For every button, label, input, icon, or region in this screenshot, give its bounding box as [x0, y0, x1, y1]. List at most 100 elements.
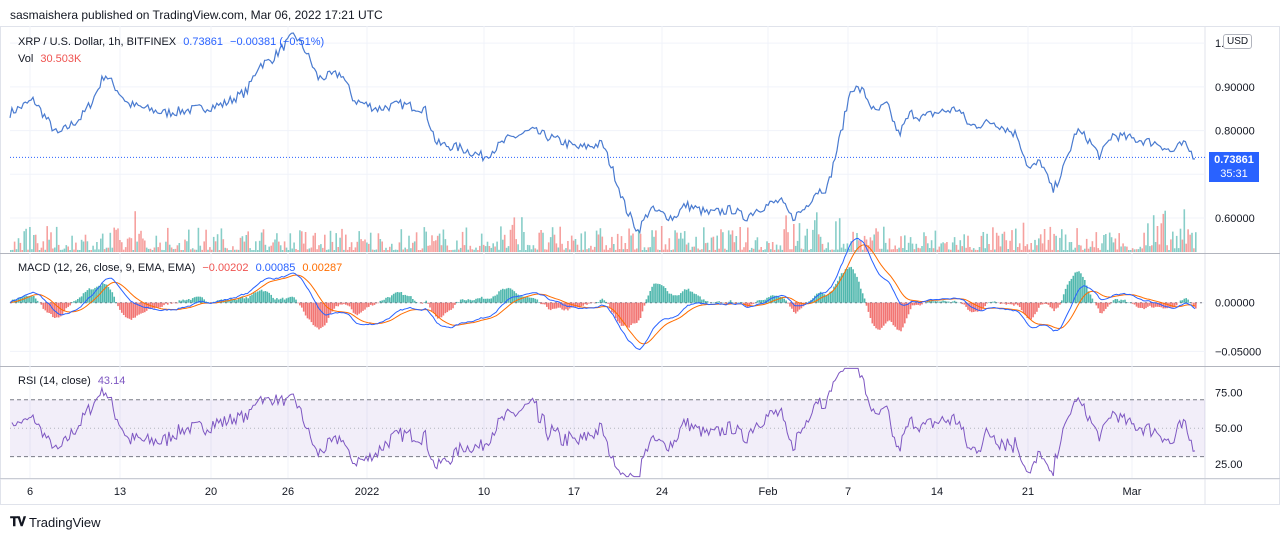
tradingview-logo-icon: 𝐓𝐕: [10, 514, 26, 529]
volume-bar: [364, 239, 366, 252]
macd-hist-bar: [1018, 302, 1021, 307]
macd-hist-bar: [976, 302, 979, 312]
currency-button[interactable]: USD: [1223, 34, 1253, 49]
macd-hist-bar: [695, 294, 697, 303]
volume-bar: [502, 239, 504, 252]
macd-hist-bar: [670, 293, 673, 303]
macd-hist-bar: [391, 295, 393, 303]
volume-bar: [31, 249, 33, 252]
macd-hist-bar: [140, 302, 142, 314]
volume-bar: [490, 247, 493, 252]
macd-hist-bar: [951, 301, 954, 303]
macd-hist-bar: [452, 302, 454, 309]
macd-hist-bar: [1166, 302, 1168, 309]
volume-bar: [536, 249, 539, 252]
macd-hist-bar: [479, 298, 481, 303]
macd-hist-bar: [17, 297, 20, 303]
volume-bar: [1103, 235, 1105, 252]
symbol-title[interactable]: XRP / U.S. Dollar, 1h, BITFINEX: [18, 36, 177, 48]
volume-bar: [655, 230, 657, 252]
macd-hist-bar: [846, 269, 849, 303]
macd-hist-bar: [327, 302, 330, 318]
macd-hist-bar: [647, 295, 650, 303]
macd-hist-bar: [251, 294, 253, 303]
volume-bar: [595, 230, 598, 252]
macd-hist-bar: [471, 300, 473, 303]
macd-hist-bar: [29, 296, 31, 303]
volume-bar: [904, 235, 906, 252]
volume-bar: [913, 249, 916, 252]
volume-bar: [565, 248, 567, 252]
volume-bar: [473, 249, 475, 252]
bar-countdown: 35:31: [1220, 168, 1248, 180]
macd-hist-bar: [791, 302, 793, 309]
macd-hist-bar: [484, 298, 487, 303]
macd-hist-bar: [948, 301, 950, 303]
volume-bar: [750, 247, 753, 252]
volume-bar: [798, 223, 801, 252]
macd-hist-bar: [861, 293, 864, 303]
macd-hist-bar: [595, 302, 598, 303]
volume-bar: [188, 229, 190, 252]
macd-hist-bar: [563, 302, 565, 311]
macd-hist-bar: [649, 291, 651, 303]
footer-brand[interactable]: 𝐓𝐕 TradingView: [10, 514, 101, 530]
volume-bar: [341, 228, 343, 252]
volume-bar: [800, 248, 803, 252]
macd-hist-bar: [170, 302, 173, 304]
volume-bar: [69, 250, 71, 252]
macd-hist-bar: [78, 297, 81, 303]
volume-bar: [777, 249, 780, 252]
macd-hist-bar: [793, 302, 795, 312]
volume-label[interactable]: Vol: [18, 53, 34, 65]
volume-bar: [78, 250, 81, 252]
volume-bar: [727, 230, 730, 252]
volume-bar: [111, 247, 114, 252]
rsi-title[interactable]: RSI (14, close): [18, 375, 91, 387]
volume-bar: [75, 242, 77, 252]
volume-bar: [142, 238, 144, 252]
volume-bar: [569, 249, 571, 252]
chart-canvas[interactable]: 6 13 20 26 2022 10 17 24 Feb 7 14 21 Mar 1. 0.90000 0.8…: [0, 26, 1280, 514]
volume-bar: [965, 247, 967, 252]
volume-bar: [816, 212, 818, 252]
volume-bar: [199, 245, 202, 252]
macd-hist-bar: [241, 296, 244, 303]
volume-bar: [657, 249, 659, 252]
macd-hist-bar: [459, 299, 462, 303]
macd-hist-bar: [318, 302, 320, 330]
volume-bar: [413, 241, 416, 252]
volume-bar: [641, 250, 644, 252]
volume-bar: [729, 234, 732, 252]
macd-hist-bar: [463, 300, 466, 303]
macd-hist-bar: [523, 296, 525, 303]
macd-hist-bar: [423, 302, 426, 303]
macd-hist-bar: [55, 302, 58, 318]
volume-bar: [1187, 229, 1189, 252]
volume-bar: [921, 246, 923, 252]
volume-bar: [691, 246, 694, 252]
volume-bar: [1154, 242, 1157, 252]
macd-hist-bar: [865, 302, 868, 306]
macd-hist-bar: [67, 302, 69, 307]
volume-bar: [892, 249, 895, 252]
macd-hist-bar: [285, 298, 288, 303]
macd-hist-bar: [555, 302, 558, 309]
volume-bar: [255, 241, 257, 252]
volume-bar: [762, 250, 764, 252]
macd-hist-bar: [603, 300, 606, 303]
volume-bar: [930, 240, 933, 252]
macd-hist-bar: [480, 296, 483, 303]
macd-hist-bar: [1059, 302, 1061, 305]
macd-hist-bar: [691, 291, 694, 303]
volume-bar: [503, 234, 506, 252]
time-tick-label: 17: [568, 486, 580, 498]
volume-bar: [222, 239, 225, 252]
macd-title[interactable]: MACD (12, 26, close, 9, EMA, EMA): [18, 262, 196, 274]
macd-hist-bar: [932, 301, 935, 303]
volume-bar: [21, 250, 24, 252]
macd-hist-bar: [348, 302, 351, 307]
volume-bar: [406, 249, 408, 252]
macd-hist-bar: [450, 302, 452, 310]
volume-bar: [295, 249, 297, 252]
